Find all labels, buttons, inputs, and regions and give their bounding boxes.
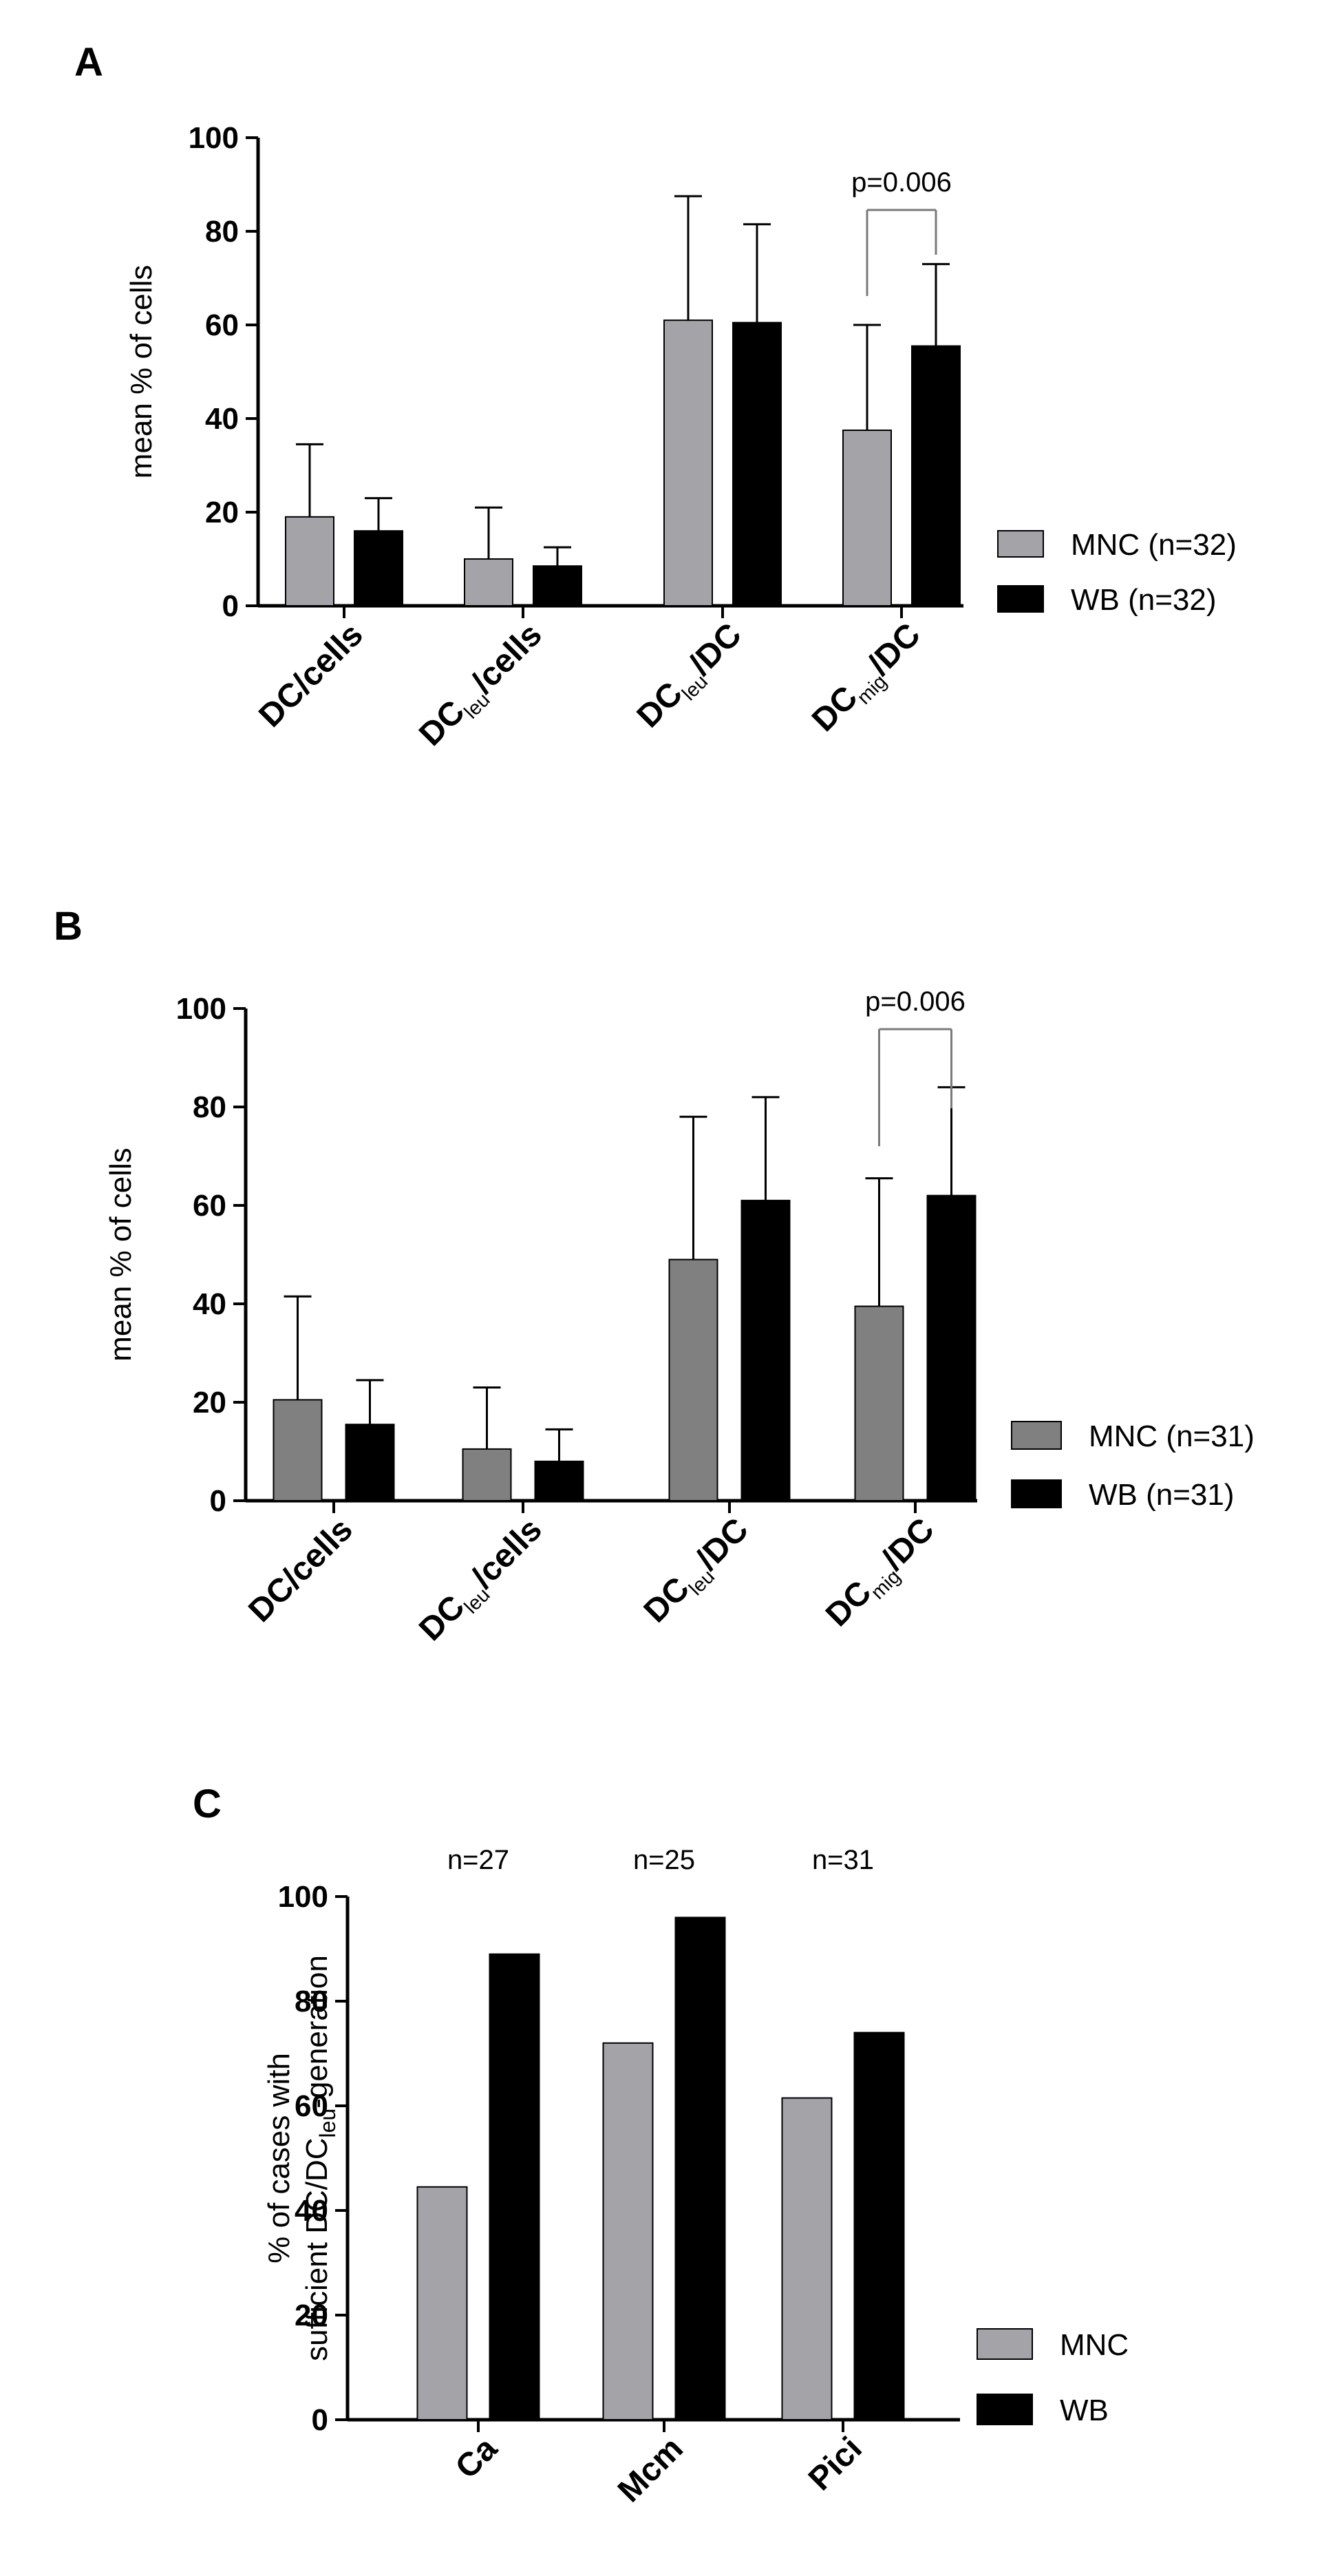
y-axis-label: mean % of cells: [104, 1148, 138, 1362]
category-label: DC/cells: [242, 1511, 359, 1629]
legend-swatch-wb: [1011, 1479, 1062, 1508]
bar-wb-0: [345, 1424, 395, 1502]
legend-label-wb: WB: [1060, 2394, 1109, 2427]
category-label: Mcm: [611, 2430, 690, 2509]
category-label: DCleu/cells: [412, 1511, 553, 1651]
bar-wb-3: [926, 1194, 977, 1501]
y-tick-label: 20: [205, 496, 239, 529]
y-tick-label: 80: [295, 1985, 328, 2018]
category-label: DCleu/cells: [412, 616, 553, 757]
bar-wb-1: [533, 565, 582, 607]
bar-mnc-1: [602, 2042, 654, 2421]
bar-wb-2: [740, 1199, 791, 1501]
y-tick-label: 60: [295, 2089, 328, 2123]
bar-wb-2: [732, 321, 782, 606]
legend-label-wb: WB (n=31): [1089, 1478, 1235, 1512]
category-label: Ca: [449, 2430, 504, 2486]
chart-panel-b: 0 20 40 60 80 100 DC/cells DCleu/cells DCleu/DC D…: [104, 986, 1255, 1651]
category-label: DC/cells: [252, 616, 370, 734]
legend-label-mnc: MNC (n=32): [1071, 528, 1237, 562]
legend-swatch-mnc: [1011, 1421, 1062, 1450]
y-tick-label: 60: [205, 308, 239, 342]
legend-label-mnc: MNC (n=31): [1089, 1419, 1255, 1453]
y-tick-label: 0: [210, 1484, 226, 1518]
group-n-label: n=27: [447, 1845, 509, 1875]
legend-label-mnc: MNC: [1060, 2328, 1129, 2362]
bar-mnc-2: [663, 319, 713, 606]
y-tick-label: 100: [189, 121, 239, 155]
bar-wb-0: [354, 530, 403, 607]
y-tick-label: 0: [312, 2403, 328, 2437]
panel-letter-b: B: [54, 904, 83, 949]
bar-mnc-3: [842, 430, 892, 606]
bar-wb-0: [489, 1953, 540, 2421]
bar-wb-1: [534, 1460, 584, 1502]
category-label: Pici: [802, 2430, 869, 2498]
chart-panel-c: 0 20 40 60 80 100 Ca Mcm Pici % of cases with suff…: [262, 1845, 1129, 2509]
bar-mnc-0: [273, 1399, 323, 1502]
legend-label-wb: WB (n=32): [1071, 583, 1217, 617]
bar-mnc-1: [462, 1448, 512, 1502]
y-tick-label: 20: [295, 2299, 328, 2332]
y-tick-label: 0: [222, 589, 239, 623]
y-axis-label-line2: sufficient DC/DCleu-generation: [300, 1955, 340, 2361]
y-tick-label: 100: [278, 1880, 328, 1914]
bar-wb-2: [853, 2031, 905, 2421]
y-tick-label: 80: [193, 1090, 226, 1124]
p-value-annotation: p=0.006: [865, 986, 966, 1017]
category-label: DCmig/DC: [805, 616, 931, 742]
bar-mnc-3: [854, 1305, 904, 1501]
y-tick-label: 40: [193, 1287, 226, 1321]
group-n-label: n=31: [812, 1845, 874, 1875]
y-tick-label: 60: [193, 1189, 226, 1223]
category-label: DCmig/DC: [819, 1511, 945, 1637]
category-label: DCleu/DC: [637, 1511, 760, 1634]
legend-swatch-mnc: [997, 530, 1044, 558]
panel-letter-c: C: [193, 1782, 222, 1826]
category-label: DCleu/DC: [630, 616, 753, 739]
y-tick-label: 40: [295, 2194, 328, 2228]
y-tick-label: 40: [205, 402, 239, 436]
bar-mnc-1: [464, 558, 513, 606]
y-tick-label: 20: [193, 1386, 226, 1419]
chart-panel-a: 0 20 40 60 80 100 DC/cells DCleu/cells DCleu/DC D…: [125, 121, 1237, 757]
legend-swatch-mnc: [977, 2328, 1033, 2360]
p-value-annotation: p=0.006: [851, 167, 952, 198]
bar-mnc-0: [416, 2186, 468, 2421]
panel-letter-a: A: [74, 40, 103, 85]
group-n-label: n=25: [633, 1845, 695, 1875]
y-axis-label: mean % of cells: [125, 265, 158, 479]
y-tick-label: 80: [205, 215, 239, 249]
bar-wb-3: [911, 345, 961, 606]
bar-mnc-2: [668, 1258, 718, 1502]
y-tick-label: 100: [176, 992, 226, 1026]
legend-swatch-wb: [997, 585, 1044, 613]
bar-mnc-0: [285, 516, 334, 606]
legend-swatch-wb: [977, 2394, 1033, 2425]
bar-mnc-2: [781, 2097, 833, 2421]
bar-wb-1: [674, 1917, 726, 2420]
y-axis-label-line1: % of cases with: [262, 2053, 296, 2263]
